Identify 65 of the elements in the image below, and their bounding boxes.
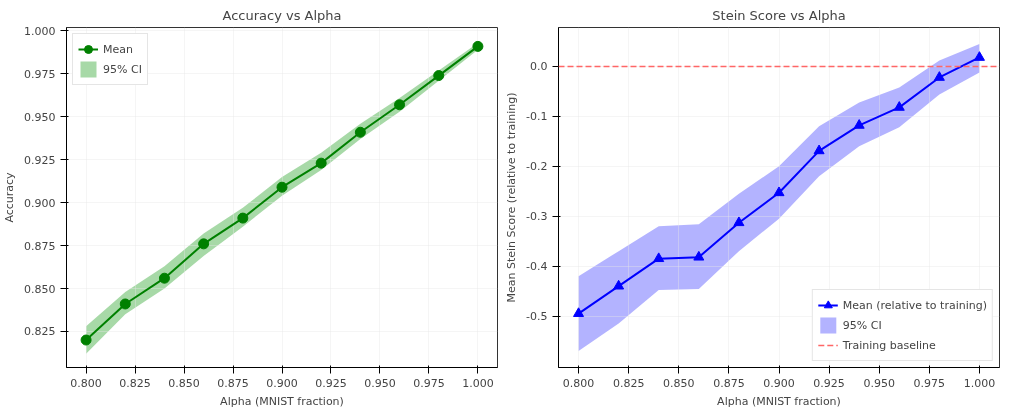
point (653, 252, 665, 263)
x-tick-label: 0.800 (562, 376, 595, 390)
x-tick-label: 0.925 (813, 376, 845, 390)
point (693, 250, 705, 261)
x-tick-label: 0.825 (612, 376, 645, 390)
y-tick-label: 0.900 (24, 196, 56, 210)
x-tick-label: 0.875 (713, 376, 745, 390)
point (973, 51, 985, 61)
point (315, 157, 327, 169)
point (276, 181, 288, 193)
point (773, 186, 785, 197)
y-tick-label: 0.975 (24, 67, 56, 81)
x-tick-label: 0.950 (863, 376, 895, 390)
point (394, 99, 406, 111)
point (433, 70, 445, 82)
x-tick-label: 0.925 (315, 376, 347, 390)
y-tick-label: 0.925 (24, 153, 56, 167)
y-tick-label: -0.5 (526, 310, 548, 324)
y-axis-title: Mean Stein Score (relative to training) (505, 92, 519, 303)
legend-label: Mean (103, 42, 133, 56)
y-tick-label: 0.0 (530, 60, 548, 74)
y-tick-label: -0.1 (526, 110, 548, 124)
y-tick-label: -0.3 (526, 210, 548, 224)
point (933, 71, 945, 81)
point (80, 334, 92, 346)
point (472, 40, 484, 52)
point (119, 298, 131, 310)
x-tick-label: 0.975 (413, 376, 445, 390)
y-axis-title: Accuracy (3, 171, 17, 223)
y-tick-label: -0.2 (526, 160, 548, 174)
point (733, 216, 745, 227)
x-tick-label: 0.900 (266, 376, 298, 390)
y-tick-label: 1.000 (24, 24, 56, 38)
x-tick-label: 0.800 (70, 376, 102, 390)
x-tick-label: 0.825 (119, 376, 151, 390)
point (893, 101, 905, 111)
x-tick-label: 0.850 (168, 376, 200, 390)
point (853, 119, 865, 129)
chart-title: Stein Score vs Alpha (712, 7, 846, 23)
y-tick-label: -0.4 (526, 260, 548, 274)
y-tick-label: 0.850 (24, 282, 56, 296)
point (198, 238, 210, 250)
x-tick-label: 0.950 (364, 376, 396, 390)
legend-label: Mean (relative to training) (842, 298, 987, 312)
x-axis-title: Alpha (MNIST fraction) (220, 394, 344, 408)
x-tick-label: 0.875 (217, 376, 249, 390)
y-tick-label: 0.825 (24, 325, 56, 339)
x-tick-label: 0.850 (663, 376, 695, 390)
legend-label: Training baseline (842, 338, 936, 352)
chart-title: Accuracy vs Alpha (222, 7, 342, 23)
point (813, 144, 825, 155)
y-tick-label: 0.950 (24, 110, 56, 124)
x-tick-label: 1.000 (462, 376, 494, 390)
point (613, 279, 625, 290)
point (158, 272, 170, 284)
x-tick-label: 0.900 (763, 376, 795, 390)
point (573, 307, 585, 317)
y-tick-label: 0.875 (24, 239, 56, 253)
legend-label: 95% CI (842, 318, 882, 332)
x-axis-title: Alpha (MNIST fraction) (717, 394, 841, 408)
point (354, 126, 366, 138)
x-tick-label: 1.000 (963, 376, 996, 390)
point (237, 212, 249, 224)
x-tick-label: 0.975 (913, 376, 946, 390)
legend-label: 95% CI (103, 62, 142, 76)
